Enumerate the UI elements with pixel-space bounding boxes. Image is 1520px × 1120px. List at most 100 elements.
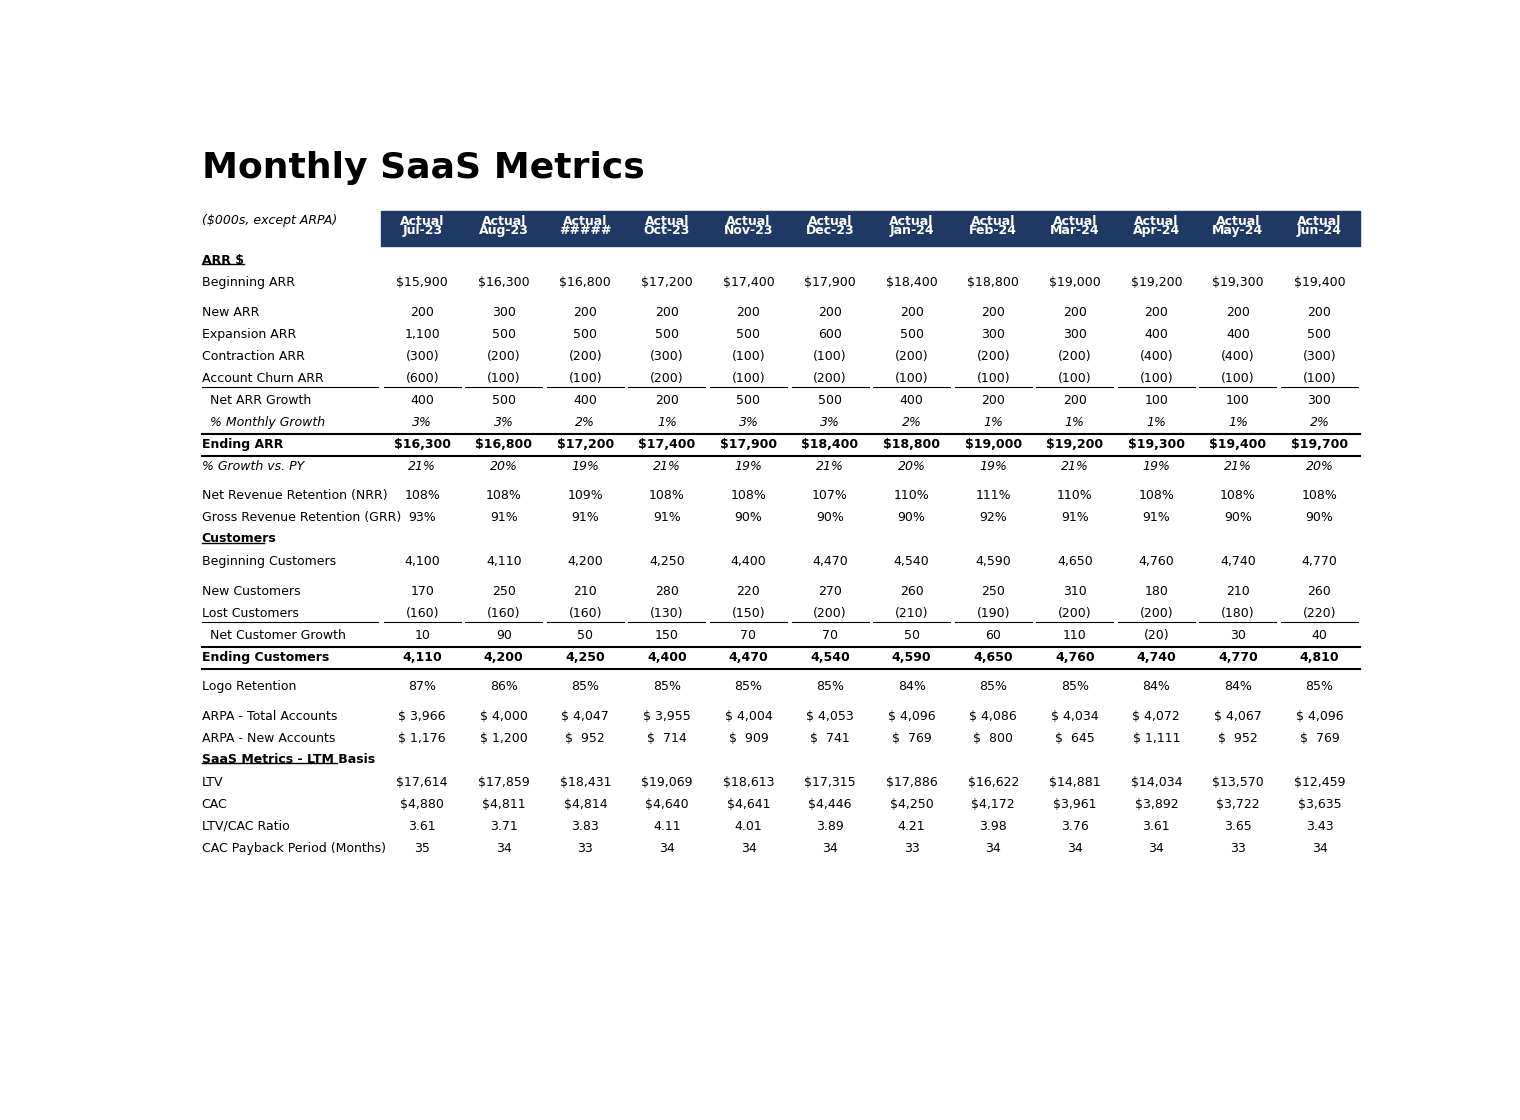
Text: 200: 200 [655, 394, 679, 407]
Text: (150): (150) [731, 607, 765, 619]
Text: $19,400: $19,400 [1210, 438, 1266, 450]
Text: (200): (200) [976, 349, 1009, 363]
Text: $19,200: $19,200 [1046, 438, 1104, 450]
Text: 4,110: 4,110 [403, 651, 442, 664]
Text: $3,635: $3,635 [1298, 797, 1341, 811]
Text: 4,590: 4,590 [892, 651, 932, 664]
Text: 4,740: 4,740 [1137, 651, 1176, 664]
Text: $16,800: $16,800 [476, 438, 532, 450]
Text: (200): (200) [813, 607, 847, 619]
Text: 500: 500 [737, 394, 760, 407]
Text: 90%: 90% [1306, 512, 1333, 524]
Text: 270: 270 [818, 585, 842, 598]
Text: (100): (100) [976, 372, 1009, 385]
Text: % Monthly Growth: % Monthly Growth [202, 416, 325, 429]
Text: #####: ##### [559, 224, 611, 237]
Text: 110%: 110% [1056, 489, 1093, 503]
Text: $3,722: $3,722 [1216, 797, 1260, 811]
Text: 108%: 108% [1221, 489, 1256, 503]
Text: 87%: 87% [409, 680, 436, 693]
Text: 310: 310 [1062, 585, 1087, 598]
Text: 4.01: 4.01 [734, 820, 763, 832]
Text: (160): (160) [568, 607, 602, 619]
Text: 30: 30 [1230, 628, 1246, 642]
Text: $ 4,067: $ 4,067 [1214, 710, 1262, 724]
Text: 109%: 109% [567, 489, 603, 503]
Text: Lost Customers: Lost Customers [202, 607, 298, 619]
Text: (200): (200) [486, 349, 520, 363]
Text: $19,069: $19,069 [641, 776, 693, 788]
Text: (200): (200) [895, 349, 929, 363]
Text: $ 4,096: $ 4,096 [888, 710, 935, 724]
Text: 4,770: 4,770 [1218, 651, 1257, 664]
Text: 4,760: 4,760 [1055, 651, 1094, 664]
Text: 1%: 1% [1066, 416, 1085, 429]
Text: 4,400: 4,400 [648, 651, 687, 664]
Text: (300): (300) [651, 349, 684, 363]
Text: $  952: $ 952 [565, 732, 605, 745]
Text: 21%: 21% [409, 459, 436, 473]
Text: ARPA - New Accounts: ARPA - New Accounts [202, 732, 334, 745]
Text: 200: 200 [1062, 394, 1087, 407]
Text: $19,300: $19,300 [1211, 277, 1263, 289]
Text: 60: 60 [985, 628, 1002, 642]
Text: $12,459: $12,459 [1294, 776, 1345, 788]
Text: $18,431: $18,431 [559, 776, 611, 788]
Text: (220): (220) [1303, 607, 1336, 619]
Text: 84%: 84% [898, 680, 926, 693]
Text: Gross Revenue Retention (GRR): Gross Revenue Retention (GRR) [202, 512, 401, 524]
Text: $ 4,053: $ 4,053 [806, 710, 854, 724]
Text: 3.89: 3.89 [816, 820, 844, 832]
Text: 500: 500 [492, 328, 515, 342]
Text: 280: 280 [655, 585, 679, 598]
Text: 33: 33 [578, 841, 593, 855]
Text: Mar-24: Mar-24 [1050, 224, 1099, 237]
Text: 21%: 21% [816, 459, 844, 473]
Text: 50: 50 [903, 628, 920, 642]
Text: 200: 200 [655, 306, 679, 319]
Text: $17,886: $17,886 [886, 776, 938, 788]
Text: (400): (400) [1221, 349, 1254, 363]
Text: 500: 500 [1307, 328, 1332, 342]
Text: $17,614: $17,614 [397, 776, 448, 788]
Text: 4,540: 4,540 [810, 651, 850, 664]
Text: 21%: 21% [1061, 459, 1088, 473]
Text: CAC Payback Period (Months): CAC Payback Period (Months) [202, 841, 386, 855]
Text: 4,400: 4,400 [731, 556, 766, 568]
Text: 20%: 20% [1306, 459, 1333, 473]
Text: 85%: 85% [734, 680, 763, 693]
Text: 85%: 85% [1306, 680, 1333, 693]
Text: 260: 260 [1307, 585, 1332, 598]
Text: $4,250: $4,250 [889, 797, 933, 811]
Text: $ 4,096: $ 4,096 [1295, 710, 1344, 724]
Text: 200: 200 [982, 394, 1005, 407]
Text: 4,470: 4,470 [728, 651, 768, 664]
Text: $4,814: $4,814 [564, 797, 606, 811]
Text: (300): (300) [406, 349, 439, 363]
Text: LTV/CAC Ratio: LTV/CAC Ratio [202, 820, 289, 832]
Text: 4,770: 4,770 [1301, 556, 1338, 568]
Text: 3%: 3% [494, 416, 514, 429]
Text: 34: 34 [1312, 841, 1327, 855]
Text: 91%: 91% [654, 512, 681, 524]
Text: $17,900: $17,900 [720, 438, 777, 450]
Text: $16,800: $16,800 [559, 277, 611, 289]
Text: Ending ARR: Ending ARR [202, 438, 283, 450]
Text: 19%: 19% [734, 459, 763, 473]
Text: Apr-24: Apr-24 [1132, 224, 1180, 237]
Text: 300: 300 [492, 306, 515, 319]
Text: (100): (100) [568, 372, 602, 385]
Text: Actual: Actual [1134, 215, 1178, 228]
Text: Actual: Actual [971, 215, 1015, 228]
Text: Actual: Actual [482, 215, 526, 228]
Text: 20%: 20% [898, 459, 926, 473]
Text: $19,000: $19,000 [1049, 277, 1100, 289]
Text: 93%: 93% [409, 512, 436, 524]
Text: Logo Retention: Logo Retention [202, 680, 296, 693]
Text: (160): (160) [406, 607, 439, 619]
Text: 200: 200 [573, 306, 597, 319]
Text: Actual: Actual [807, 215, 853, 228]
Text: 1,100: 1,100 [404, 328, 441, 342]
Text: $14,881: $14,881 [1049, 776, 1100, 788]
Text: 85%: 85% [816, 680, 844, 693]
